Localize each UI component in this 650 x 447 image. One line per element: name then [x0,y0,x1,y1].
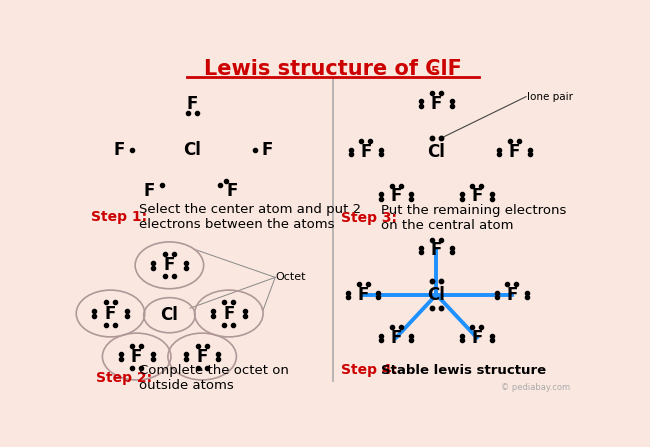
Text: Cl: Cl [428,143,445,161]
Text: Step 2:: Step 2: [96,371,153,385]
Text: Octet: Octet [275,272,306,283]
Text: F: F [187,95,198,113]
Text: Cl: Cl [161,306,178,324]
Text: Step 4:: Step 4: [341,363,396,377]
Text: F: F [471,187,482,206]
Text: F: F [509,143,520,161]
Text: F: F [227,182,238,200]
Text: F: F [431,241,442,259]
Text: F: F [391,329,402,346]
Text: F: F [360,143,372,161]
Text: F: F [391,187,402,206]
Text: Lewis structure of ClF: Lewis structure of ClF [204,59,462,79]
Text: F: F [506,286,517,304]
Text: F: F [164,256,175,274]
Text: F: F [113,141,125,159]
Text: lone pair: lone pair [527,92,573,101]
Text: F: F [262,141,273,159]
Text: Cl: Cl [183,141,201,159]
Text: Select the center atom and put 2
electrons between the atoms: Select the center atom and put 2 electro… [139,203,361,231]
Text: Put the remaining electrons
on the central atom: Put the remaining electrons on the centr… [381,204,566,232]
Text: Step 3:: Step 3: [341,211,396,225]
Text: F: F [105,304,116,322]
Text: F: F [131,347,142,366]
Text: Step 1:: Step 1: [91,210,148,224]
Text: F: F [223,304,235,322]
Text: © pediabay.com: © pediabay.com [500,383,570,392]
Text: Stable lewis structure: Stable lewis structure [381,364,546,377]
Text: Complete the octet on
outside atoms: Complete the octet on outside atoms [139,364,289,392]
Text: F: F [431,95,442,113]
Text: Cl: Cl [428,286,445,304]
Text: F: F [358,286,369,304]
Text: F: F [144,182,155,200]
Text: F: F [196,347,208,366]
Text: 5: 5 [432,65,440,78]
Text: F: F [471,329,482,346]
